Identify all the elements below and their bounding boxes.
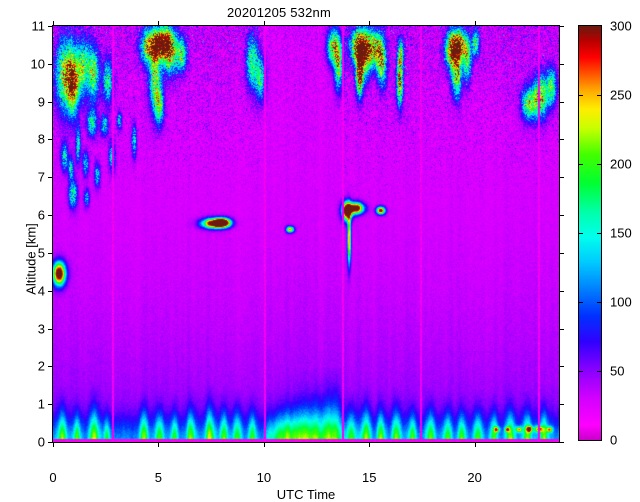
colorbar-tick-label: 100	[610, 294, 632, 310]
y-tick-mark	[48, 63, 53, 65]
y-axis-label: Altitude [km]	[23, 223, 39, 295]
y-tick-label: 7	[37, 169, 45, 185]
x-tick-mark	[474, 442, 476, 447]
y-tick-label: 6	[37, 207, 45, 223]
y-tick-label: 1	[37, 396, 45, 412]
colorbar-tick-mark	[597, 302, 602, 303]
x-tick-label: 10	[256, 470, 272, 485]
y-tick-mark	[48, 26, 53, 27]
colorbar-tick-label: 300	[610, 18, 632, 34]
colorbar-tick-label: 150	[610, 225, 632, 241]
x-tick-mark	[158, 21, 160, 26]
x-tick-label: 20	[467, 470, 482, 485]
y-tick-mark	[559, 442, 564, 443]
y-tick-mark	[48, 177, 53, 179]
y-tick-label: 11	[31, 18, 46, 34]
colorbar-tick-mark	[597, 164, 602, 165]
y-tick-mark	[559, 404, 564, 406]
y-tick-mark	[48, 215, 53, 217]
x-tick-label: 15	[362, 470, 377, 485]
y-tick-mark	[48, 404, 53, 406]
y-tick-mark	[48, 252, 53, 254]
colorbar-tick-mark	[597, 371, 602, 372]
x-tick-mark	[263, 442, 265, 447]
y-tick-mark	[48, 139, 53, 141]
colorbar-tick-label: 250	[610, 87, 632, 103]
x-tick-mark	[474, 21, 476, 26]
colorbar-tick-mark	[578, 95, 583, 96]
colorbar-tick-label: 50	[610, 363, 625, 379]
y-tick-label: 0	[37, 434, 45, 450]
colorbar-tick-mark	[597, 233, 602, 234]
x-axis-label: UTC Time	[276, 487, 336, 502]
x-tick-mark	[53, 21, 54, 26]
y-tick-label: 3	[37, 321, 45, 337]
y-tick-label: 8	[37, 131, 45, 147]
y-tick-mark	[559, 101, 564, 103]
y-tick-label: 2	[37, 358, 45, 374]
y-tick-mark	[559, 252, 564, 254]
y-tick-mark	[559, 328, 564, 330]
y-tick-mark	[559, 290, 564, 292]
y-tick-label: 10	[30, 56, 45, 72]
y-tick-mark	[48, 366, 53, 368]
y-tick-mark	[48, 442, 53, 443]
colorbar-tick-mark	[597, 95, 602, 96]
lidar-figure: 20201205 532nm 0 1 2 3 4 5 6 7 8 9 10 11 0 5 10 15 20 A…	[23, 5, 632, 502]
colorbar-tick-mark	[578, 233, 583, 234]
x-tick-mark	[263, 21, 265, 26]
y-tick-label: 4	[37, 283, 45, 299]
y-tick-mark	[559, 366, 564, 368]
plot-axes: 0 1 2 3 4 5 6 7 8 9 10 11 0 5 10 15 20 Altitude [km] UT…	[24, 19, 564, 502]
colorbar: 0 50 100 150 200 250 300	[578, 19, 632, 448]
x-tick-mark	[369, 21, 371, 26]
y-tick-mark	[559, 63, 564, 65]
y-tick-label: 9	[37, 94, 45, 110]
lidar-heatmap	[53, 26, 559, 442]
x-tick-label: 5	[154, 470, 163, 485]
y-tick-mark	[48, 101, 53, 103]
y-tick-mark	[48, 290, 53, 292]
y-tick-mark	[559, 177, 564, 179]
x-tick-mark	[158, 442, 160, 447]
colorbar-tick-label: 200	[610, 156, 632, 172]
colorbar-tick-mark	[578, 164, 583, 165]
colorbar-tick-label: 0	[610, 432, 618, 448]
x-tick-mark	[369, 442, 371, 447]
y-tick-mark	[559, 26, 564, 27]
y-tick-mark	[48, 328, 53, 330]
colorbar-tick-mark	[578, 302, 583, 303]
x-tick-label: 0	[49, 470, 57, 485]
page-title: 20201205 532nm	[226, 5, 331, 20]
colorbar-tick-mark	[578, 371, 583, 372]
x-tick-mark	[53, 442, 54, 447]
y-tick-mark	[559, 215, 564, 217]
y-tick-mark	[559, 139, 564, 141]
y-tick-label: 5	[37, 245, 45, 261]
